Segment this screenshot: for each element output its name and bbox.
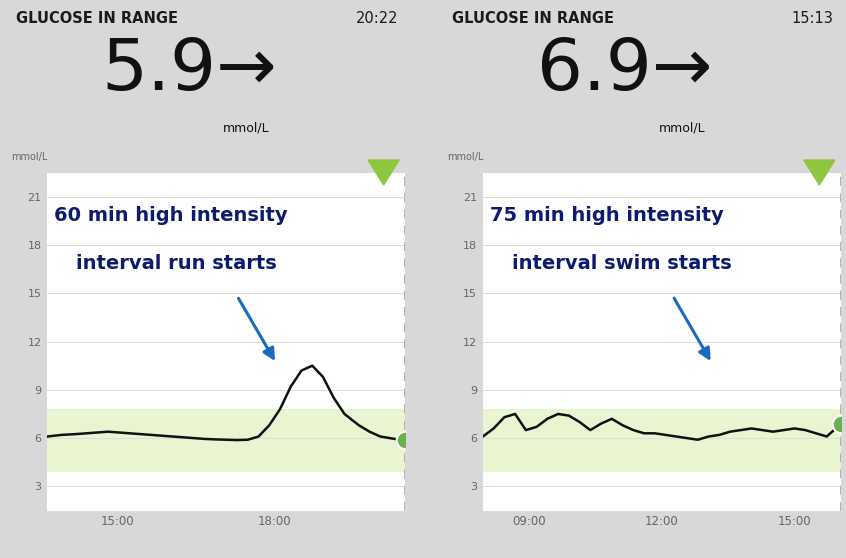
Point — [398, 435, 412, 444]
Bar — [47, 409, 405, 472]
Point — [834, 419, 846, 428]
Text: 15:13: 15:13 — [792, 11, 833, 26]
Text: GLUCOSE IN RANGE: GLUCOSE IN RANGE — [16, 11, 179, 26]
Text: 5.9→: 5.9→ — [101, 36, 277, 105]
Text: 20:22: 20:22 — [355, 11, 398, 26]
Text: GLUCOSE IN RANGE: GLUCOSE IN RANGE — [452, 11, 614, 26]
Text: interval run starts: interval run starts — [76, 254, 277, 273]
Text: mmol/L: mmol/L — [447, 152, 483, 162]
Bar — [483, 409, 841, 472]
Text: 60 min high intensity: 60 min high intensity — [54, 206, 288, 225]
Text: mmol/L: mmol/L — [658, 122, 706, 134]
Text: 6.9→: 6.9→ — [536, 36, 712, 105]
Text: 75 min high intensity: 75 min high intensity — [490, 206, 724, 225]
Text: interval swim starts: interval swim starts — [512, 254, 731, 273]
Text: mmol/L: mmol/L — [11, 152, 47, 162]
Text: mmol/L: mmol/L — [222, 122, 270, 134]
